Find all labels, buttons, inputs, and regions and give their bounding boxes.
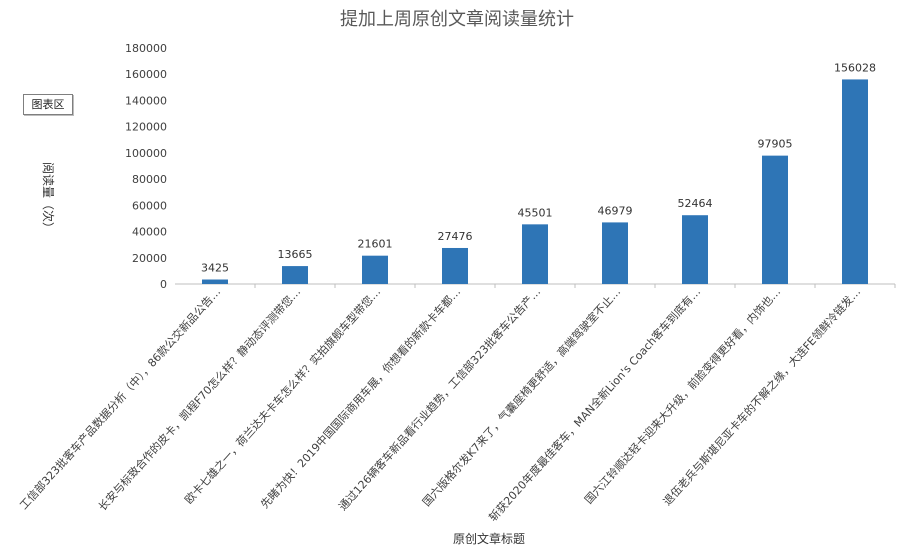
- data-label: 27476: [438, 230, 473, 243]
- data-label: 97905: [758, 138, 793, 151]
- y-tick-label: 100000: [125, 147, 167, 160]
- bar[interactable]: [602, 222, 628, 284]
- data-label: 3425: [201, 262, 229, 275]
- y-tick-label: 0: [160, 278, 167, 291]
- y-tick-label: 60000: [132, 199, 167, 212]
- bar[interactable]: [202, 279, 228, 284]
- y-tick-label: 140000: [125, 94, 167, 107]
- y-axis-title: 阅读量（次）: [41, 162, 55, 234]
- data-label: 45501: [518, 206, 553, 219]
- bar[interactable]: [442, 247, 468, 284]
- bar[interactable]: [842, 79, 868, 284]
- y-tick-label: 40000: [132, 226, 167, 239]
- data-label: 21601: [358, 238, 393, 251]
- data-label: 13665: [278, 248, 313, 261]
- bar[interactable]: [522, 224, 548, 284]
- bar[interactable]: [762, 155, 788, 284]
- bar[interactable]: [362, 255, 388, 284]
- y-tick-label: 160000: [125, 68, 167, 81]
- bar[interactable]: [682, 215, 708, 284]
- chart-title: 提加上周原创文章阅读量统计: [340, 9, 574, 30]
- bar[interactable]: [282, 266, 308, 284]
- chart-area-tooltip: 图表区: [23, 94, 73, 115]
- data-label: 46979: [598, 204, 633, 217]
- x-axis-title: 原创文章标题: [453, 531, 525, 546]
- y-tick-label: 20000: [132, 252, 167, 265]
- data-label: 156028: [834, 61, 876, 74]
- data-label: 52464: [678, 197, 713, 210]
- y-tick-label: 80000: [132, 173, 167, 186]
- y-tick-label: 120000: [125, 121, 167, 134]
- y-tick-label: 180000: [125, 42, 167, 55]
